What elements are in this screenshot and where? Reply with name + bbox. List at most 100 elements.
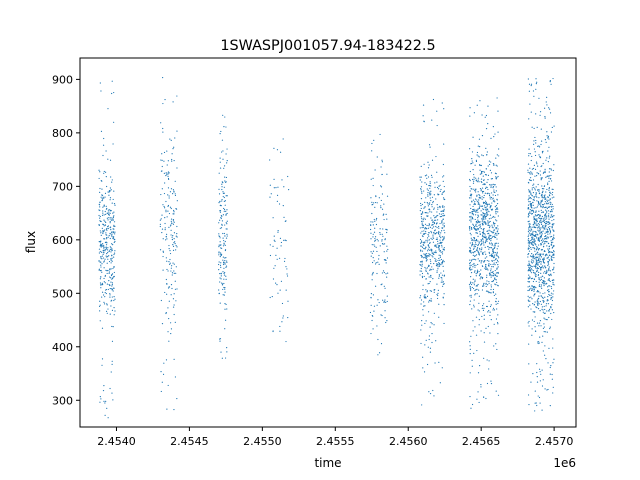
data-point [98, 269, 100, 271]
data-point [474, 200, 476, 203]
data-point [485, 203, 487, 205]
data-point [528, 234, 530, 236]
data-point [550, 243, 552, 245]
data-point [553, 125, 555, 127]
data-point [528, 225, 531, 227]
data-point [550, 205, 552, 208]
data-point [224, 271, 226, 274]
data-point [471, 158, 473, 160]
data-point [538, 342, 540, 344]
data-point [539, 279, 541, 281]
data-point [108, 194, 110, 196]
data-point [495, 186, 497, 188]
data-point [112, 230, 114, 233]
data-point [443, 191, 445, 193]
data-point [477, 217, 479, 219]
data-point [373, 305, 376, 307]
data-point [546, 104, 548, 106]
data-point [110, 189, 112, 191]
data-point [172, 249, 175, 252]
data-point [541, 341, 543, 343]
data-point [110, 231, 113, 233]
data-point [225, 213, 227, 215]
data-point [534, 390, 536, 392]
data-point [544, 194, 546, 196]
data-point [103, 277, 105, 280]
data-point [421, 230, 423, 232]
data-point [102, 246, 105, 248]
data-point [547, 242, 550, 244]
data-point [549, 231, 552, 233]
data-point [105, 232, 107, 234]
data-point [475, 316, 478, 318]
data-point [476, 398, 478, 400]
data-point [544, 206, 546, 209]
data-point [541, 196, 543, 199]
data-point [541, 409, 543, 411]
data-point [443, 283, 445, 285]
data-point [480, 228, 482, 230]
data-point [103, 205, 105, 207]
data-point [487, 210, 489, 212]
data-point [218, 193, 221, 195]
data-point [541, 206, 543, 208]
data-point [441, 222, 443, 224]
data-point [477, 177, 480, 179]
data-point [472, 136, 474, 138]
data-point [488, 265, 490, 267]
data-point [536, 322, 539, 324]
data-point [535, 215, 537, 217]
data-point [428, 265, 430, 267]
data-point [527, 264, 529, 267]
data-point [550, 365, 552, 367]
data-point [488, 236, 490, 238]
data-point [528, 363, 530, 365]
data-point [286, 275, 289, 277]
data-point [531, 207, 533, 209]
data-point [102, 294, 105, 296]
data-point [427, 215, 429, 217]
data-point [436, 211, 438, 213]
data-point [435, 198, 437, 200]
data-point [530, 243, 532, 245]
data-point [494, 206, 496, 208]
data-point [531, 266, 533, 268]
data-point [547, 215, 550, 217]
data-point [543, 331, 545, 333]
data-point [477, 229, 479, 231]
data-point [477, 191, 479, 193]
data-point [161, 323, 164, 325]
data-point [542, 150, 544, 152]
data-point [433, 194, 435, 196]
data-point [429, 182, 431, 184]
data-point [222, 237, 224, 239]
data-point [479, 260, 481, 262]
data-point [436, 271, 438, 273]
data-point [538, 303, 540, 305]
data-point [438, 244, 441, 247]
data-point [483, 303, 485, 305]
data-point [106, 283, 108, 285]
data-point [527, 289, 529, 292]
data-point [110, 371, 112, 373]
data-point [371, 314, 373, 317]
data-point [372, 257, 374, 259]
data-point [218, 222, 220, 224]
data-point [528, 232, 531, 234]
data-point [497, 314, 499, 316]
data-point [529, 255, 532, 257]
data-point [224, 235, 226, 237]
data-point [433, 395, 435, 397]
data-point [162, 251, 165, 253]
data-point [225, 126, 227, 128]
data-point [470, 335, 472, 337]
data-point [382, 235, 384, 237]
data-point [160, 390, 162, 393]
data-point [169, 138, 171, 140]
data-point [161, 214, 163, 216]
data-point [528, 237, 530, 240]
data-point [538, 192, 541, 195]
data-point [381, 240, 383, 242]
data-point [538, 297, 540, 300]
data-point [219, 277, 221, 279]
